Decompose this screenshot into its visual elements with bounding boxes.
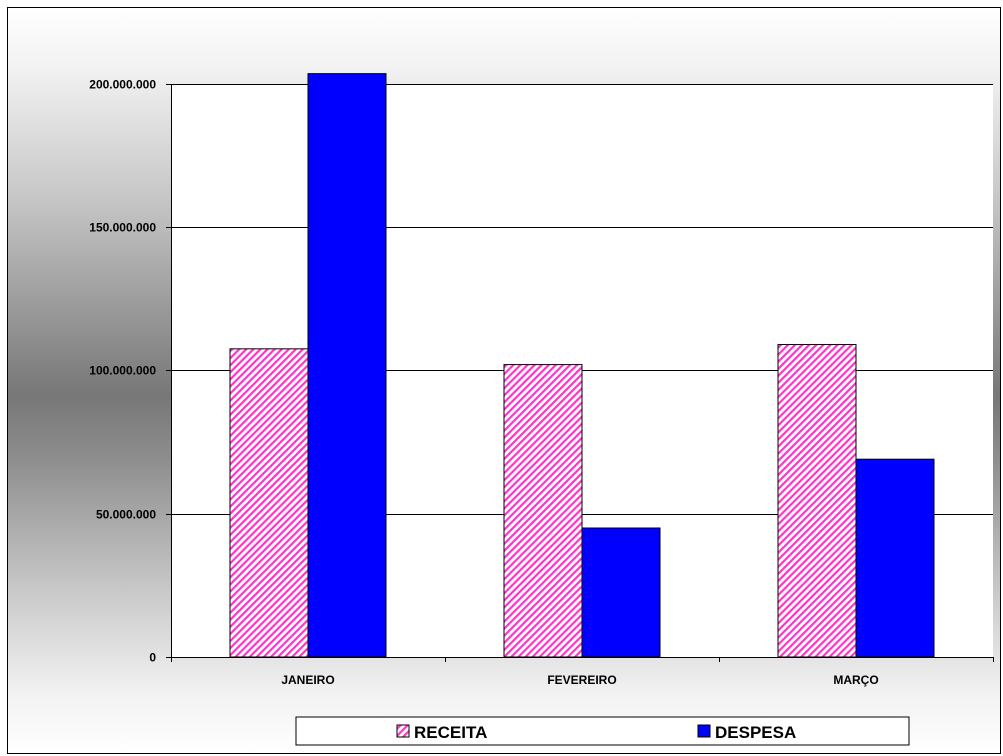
legend-label-receita: RECEITA	[414, 723, 487, 742]
category-label: JANEIRO	[281, 673, 334, 687]
y-tick-label: 0	[149, 651, 156, 665]
category-label: FEVEREIRO	[547, 673, 616, 687]
legend: RECEITA DESPESA	[295, 716, 910, 746]
legend-swatch-receita	[396, 724, 410, 738]
category-label: MARÇO	[833, 673, 878, 687]
legend-box	[295, 716, 910, 746]
bars	[229, 73, 935, 658]
category-labels: JANEIRO FEVEREIRO MARÇO	[281, 673, 878, 687]
bar-despesa-1	[581, 527, 661, 658]
y-tick-label: 150.000.000	[89, 221, 156, 235]
bar-receita-1	[503, 364, 583, 658]
bar-receita-2	[777, 344, 857, 658]
bar-despesa-0	[307, 73, 387, 658]
bar-despesa-2	[855, 458, 935, 658]
axes	[166, 84, 994, 662]
y-tick-labels: 0 50.000.000 100.000.000 150.000.000 200.000…	[89, 78, 156, 665]
bar-receita-0	[229, 348, 309, 658]
legend-label-despesa: DESPESA	[715, 723, 796, 742]
y-tick-label: 50.000.000	[96, 508, 156, 522]
y-tick-label: 200.000.000	[89, 78, 156, 92]
y-tick-label: 100.000.000	[89, 364, 156, 378]
legend-swatch-despesa	[697, 724, 711, 738]
